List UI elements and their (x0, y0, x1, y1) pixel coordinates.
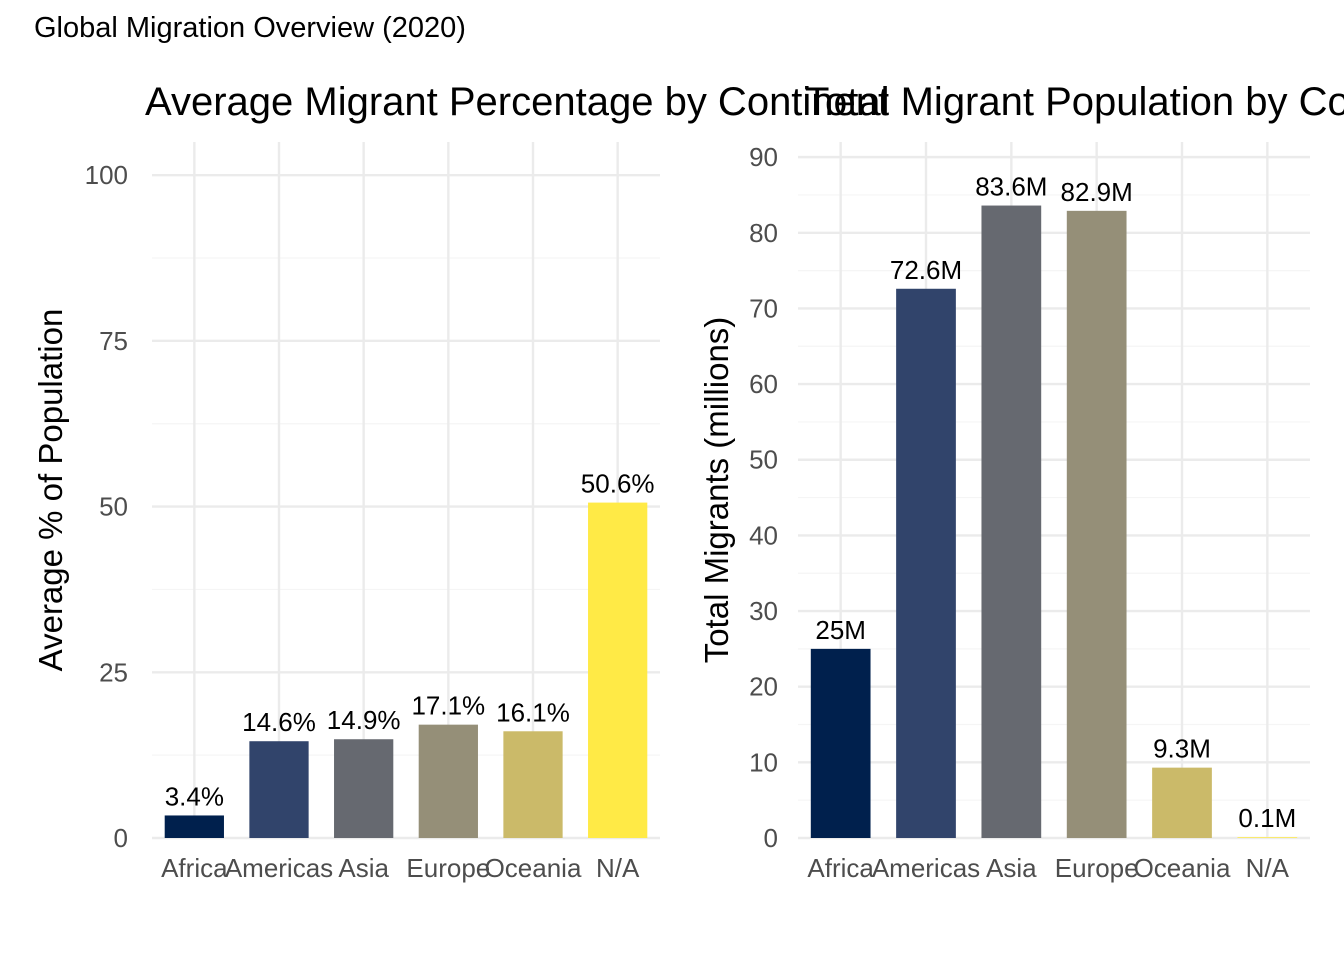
chart-2-data-label: 72.6M (890, 255, 962, 285)
chart-2-x-tick-label: Asia (986, 853, 1037, 883)
chart-1-x-tick-label: Europe (406, 853, 490, 883)
chart-1-bar-oceania (503, 731, 563, 838)
chart-1-y-axis-label: Average % of Population (32, 309, 69, 672)
chart-2-data-label: 25M (815, 615, 866, 645)
chart-1-y-tick-label: 25 (99, 657, 128, 687)
chart-1-x-tick-label: Asia (338, 853, 389, 883)
chart-2-y-axis-label: Total Migrants (millions) (698, 317, 735, 664)
chart-2-y-tick-label: 30 (749, 596, 778, 626)
chart-2-x-tick-label: N/A (1246, 853, 1290, 883)
chart-1-bar-africa (164, 815, 224, 838)
chart-1-data-label: 14.6% (242, 707, 316, 737)
chart-1-y-tick-label: 50 (99, 492, 128, 522)
chart-2-y-tick-label: 90 (749, 142, 778, 172)
chart-2-y-tick-label: 80 (749, 218, 778, 248)
chart-2-y-tick-label: 60 (749, 369, 778, 399)
chart-2-y-tick-label: 70 (749, 293, 778, 323)
chart-1-data-label: 50.6% (581, 469, 655, 499)
chart-2-y-tick-label: 40 (749, 520, 778, 550)
chart-2-data-label: 0.1M (1238, 803, 1296, 833)
chart-2-bar-africa (810, 648, 871, 838)
chart-1-x-tick-label: Oceania (485, 853, 582, 883)
chart-2-bar-europe (1066, 210, 1127, 838)
chart-1-data-label: 16.1% (496, 697, 570, 727)
figure-title: Global Migration Overview (2020) (34, 12, 466, 44)
chart-2-bar-na (1237, 837, 1298, 838)
chart-2-title: Total Migrant Population by Continent (805, 80, 1344, 124)
chart-2-y-tick-label: 0 (764, 823, 778, 853)
chart-2-x-tick-label: Europe (1055, 853, 1139, 883)
chart-1-bar-europe (418, 724, 478, 838)
chart-1-data-label: 3.4% (165, 781, 224, 811)
chart-2-x-tick-label: Africa (807, 853, 874, 883)
chart-1-y-tick-label: 100 (85, 160, 128, 190)
chart-2-y-tick-label: 10 (749, 747, 778, 777)
chart-2-y-tick-label: 50 (749, 445, 778, 475)
chart-2-data-label: 83.6M (975, 172, 1047, 202)
chart-1-y-tick-label: 0 (114, 823, 128, 853)
chart-2-bar-americas (896, 288, 956, 838)
chart-2-bar-asia (981, 205, 1042, 838)
chart-2-x-tick-label: Oceania (1134, 853, 1231, 883)
chart-1-data-label: 17.1% (411, 691, 485, 721)
chart-2-data-label: 9.3M (1153, 734, 1211, 764)
chart-1-x-tick-label: Americas (225, 853, 333, 883)
chart-2-plot: 0 10 20 30 40 50 60 70 80 90 25M 72.6M 83.6M 82.9M 9.3… (749, 142, 1310, 883)
chart-2-y-tick-label: 20 (749, 672, 778, 702)
chart-1-x-tick-label: Africa (161, 853, 228, 883)
chart-1-data-label: 14.9% (327, 705, 401, 735)
chart-1-y-tick-label: 75 (99, 326, 128, 356)
chart-1-bar-americas (249, 741, 309, 838)
chart-1-bar-na (588, 502, 648, 838)
chart-1-title: Average Migrant Percentage by Continent (145, 80, 889, 124)
chart-1-bar-asia (334, 739, 394, 838)
chart-1-plot: 0 25 50 75 100 3.4% 14.6% 14.9% 17.1% 16.1% 50.6% A… (85, 142, 660, 883)
chart-1-x-tick-label: N/A (596, 853, 640, 883)
chart-2-bar-oceania (1152, 767, 1212, 838)
chart-2-data-label: 82.9M (1061, 177, 1133, 207)
chart-2-x-tick-label: Americas (872, 853, 980, 883)
